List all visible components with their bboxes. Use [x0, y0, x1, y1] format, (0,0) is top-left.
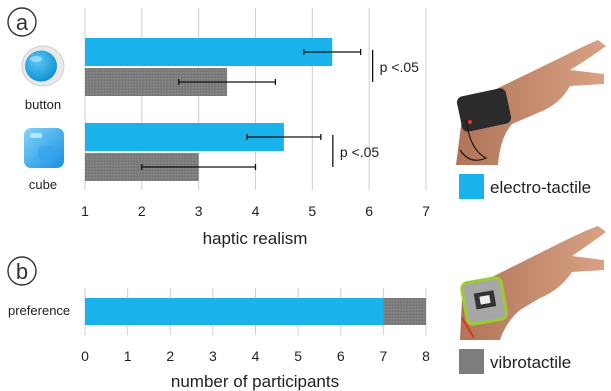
category-label-cube: cube [29, 177, 57, 192]
panel-b-bars [85, 298, 426, 325]
panel-b-label: b [16, 259, 28, 284]
panel-b-x-tick-label: 1 [124, 348, 132, 364]
panel-b-x-tick-label: 5 [294, 348, 302, 364]
panel-a-x-tick-label: 1 [81, 203, 89, 219]
legend-swatch-electro-tactile [459, 174, 484, 199]
panel-a-x-axis-label: haptic realism [203, 229, 308, 248]
panel-a-tick-labels: 1 2 3 4 5 6 7 [81, 203, 430, 219]
panel-a-x-tick-label: 4 [252, 203, 260, 219]
category-label-button: button [25, 97, 61, 112]
legend-label-electro-tactile: electro-tactile [490, 178, 591, 197]
panel-a-x-tick-label: 2 [138, 203, 146, 219]
hand-wearing-vibrotactile-watch [460, 226, 606, 340]
legend-swatch-vibrotactile [459, 349, 484, 374]
panel-a-x-tick-label: 6 [365, 203, 373, 219]
significance-label: p <.05 [380, 59, 420, 75]
hand-wearing-electrotactile-band [456, 40, 606, 165]
legend-label-vibrotactile: vibrotactile [490, 353, 571, 372]
panel-a-label: a [16, 10, 29, 35]
panel-a-x-tick-label: 5 [308, 203, 316, 219]
panel-a-x-tick-label: 3 [195, 203, 203, 219]
panel-a-x-tick-label: 7 [422, 203, 430, 219]
panel-b-x-tick-label: 0 [81, 348, 89, 364]
panel-b-x-tick-label: 6 [337, 348, 345, 364]
panel-a-bars [85, 38, 333, 181]
panel-b-badge [7, 256, 37, 286]
bar-button-electro-tactile [85, 38, 333, 66]
legend: electro-tactile vibrotactile [456, 40, 606, 374]
bar-preference-electro-tactile [85, 298, 384, 325]
panel-b-x-tick-label: 4 [252, 348, 260, 364]
panel-b-tick-labels: 0 1 2 3 4 5 6 7 8 [81, 348, 430, 364]
significance-label: p <.05 [340, 144, 380, 160]
panel-b-x-tick-label: 2 [166, 348, 174, 364]
bar-preference-vibrotactile [383, 298, 426, 325]
cube-icon [24, 128, 64, 168]
panel-b-x-axis-label: number of participants [171, 372, 339, 391]
button-icon [21, 45, 65, 87]
panel-a: a p <.05 p <.05 1 2 3 4 5 6 7 haptic realism bu… [7, 7, 430, 248]
panel-b: b 0 1 2 3 4 5 6 7 8 preference number of partici… [7, 256, 430, 391]
panel-a-badge [7, 7, 37, 37]
panel-b-x-tick-label: 3 [209, 348, 217, 364]
panel-b-x-tick-label: 7 [379, 348, 387, 364]
panel-a-error-bars [141, 49, 362, 170]
panel-a-significance: p <.05 p <.05 [332, 50, 420, 167]
category-label-preference: preference [8, 303, 70, 318]
panel-b-x-tick-label: 8 [422, 348, 430, 364]
